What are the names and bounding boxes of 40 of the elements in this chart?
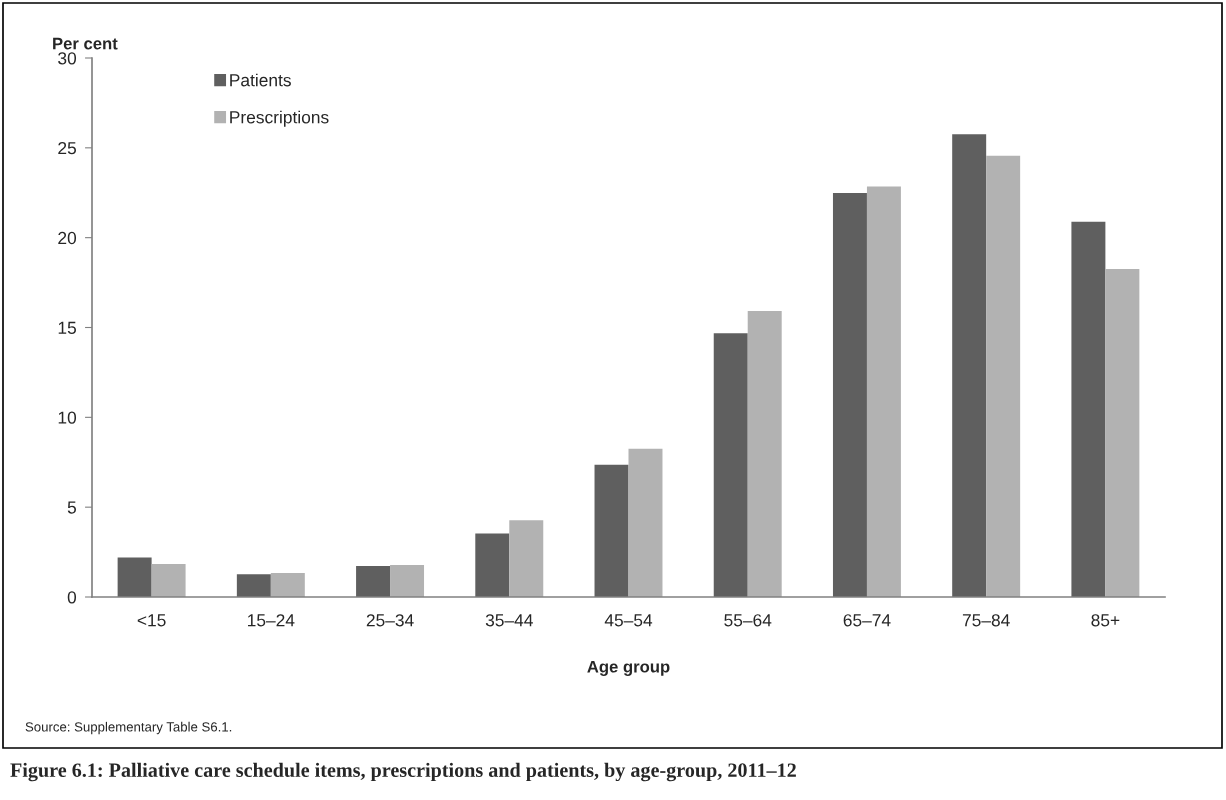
- bar: [1105, 268, 1140, 597]
- bar: [117, 557, 152, 597]
- bar: [270, 572, 305, 597]
- bar: [747, 310, 782, 597]
- bar: [986, 155, 1021, 597]
- y-tick-label: 15: [58, 321, 76, 334]
- bar: [628, 448, 663, 597]
- bar: [390, 565, 425, 597]
- x-tick-label: <15: [137, 614, 166, 627]
- x-tick-label: 15–24: [248, 614, 295, 627]
- bar: [475, 533, 510, 597]
- x-tick-label: 65–74: [843, 614, 891, 627]
- y-tick-label: 5: [67, 501, 76, 514]
- legend-label: Prescriptions: [230, 110, 329, 127]
- y-tick-label: 30: [58, 52, 77, 65]
- bar: [236, 574, 271, 597]
- bar: [1071, 221, 1106, 597]
- x-axis-title: Age group: [587, 660, 670, 676]
- y-tick-label: 20: [58, 231, 77, 245]
- bar: [151, 563, 186, 597]
- y-axis-title: Per cent: [53, 37, 118, 50]
- text: Figure 6.1: Palliative care schedule items, prescriptions and patients, by age-group, 2011–12: [10, 762, 796, 782]
- bar: [509, 520, 544, 597]
- x-tick-label: 85+: [1091, 614, 1120, 627]
- x-tick-label: 75–84: [962, 614, 1010, 627]
- bar: [832, 193, 867, 597]
- bar: [356, 565, 391, 597]
- bar: [866, 186, 901, 597]
- bar: [713, 333, 748, 597]
- x-tick-label: 35–44: [485, 614, 533, 627]
- y-tick-label: 25: [58, 142, 76, 155]
- bar: [594, 464, 629, 597]
- x-tick-label: 25–34: [366, 614, 414, 627]
- x-tick-label: 55–64: [724, 614, 772, 627]
- x-tick-label: 45–54: [604, 614, 653, 627]
- bar: [952, 134, 987, 597]
- y-tick-label: 10: [58, 411, 77, 424]
- legend-label: Patients: [230, 73, 291, 87]
- source-note: Source: Supplementary Table S6.1.: [25, 721, 232, 735]
- y-tick-label: 0: [67, 591, 77, 604]
